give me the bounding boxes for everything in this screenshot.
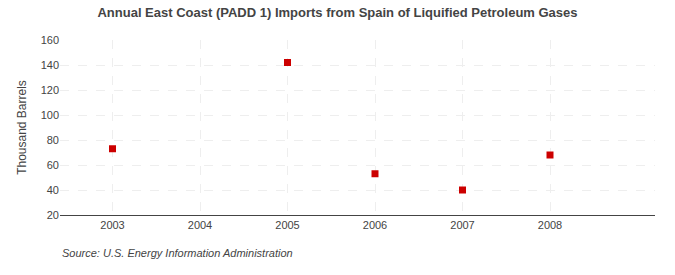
svg-text:2006: 2006 [363, 219, 387, 231]
svg-text:60: 60 [47, 159, 59, 171]
svg-text:140: 140 [41, 59, 59, 71]
svg-text:100: 100 [41, 109, 59, 121]
svg-text:20: 20 [47, 209, 59, 221]
svg-text:2004: 2004 [188, 219, 212, 231]
svg-text:2003: 2003 [100, 219, 124, 231]
svg-text:80: 80 [47, 134, 59, 146]
svg-text:120: 120 [41, 84, 59, 96]
svg-text:Thousand Barrels: Thousand Barrels [15, 80, 29, 175]
svg-text:2008: 2008 [538, 219, 562, 231]
svg-text:160: 160 [41, 34, 59, 46]
svg-text:Source: U.S. Energy Informatio: Source: U.S. Energy Information Administ… [62, 247, 293, 259]
svg-text:Annual East Coast (PADD 1) Imp: Annual East Coast (PADD 1) Imports from … [97, 5, 577, 20]
svg-text:2007: 2007 [450, 219, 474, 231]
svg-text:2005: 2005 [275, 219, 299, 231]
svg-text:40: 40 [47, 184, 59, 196]
